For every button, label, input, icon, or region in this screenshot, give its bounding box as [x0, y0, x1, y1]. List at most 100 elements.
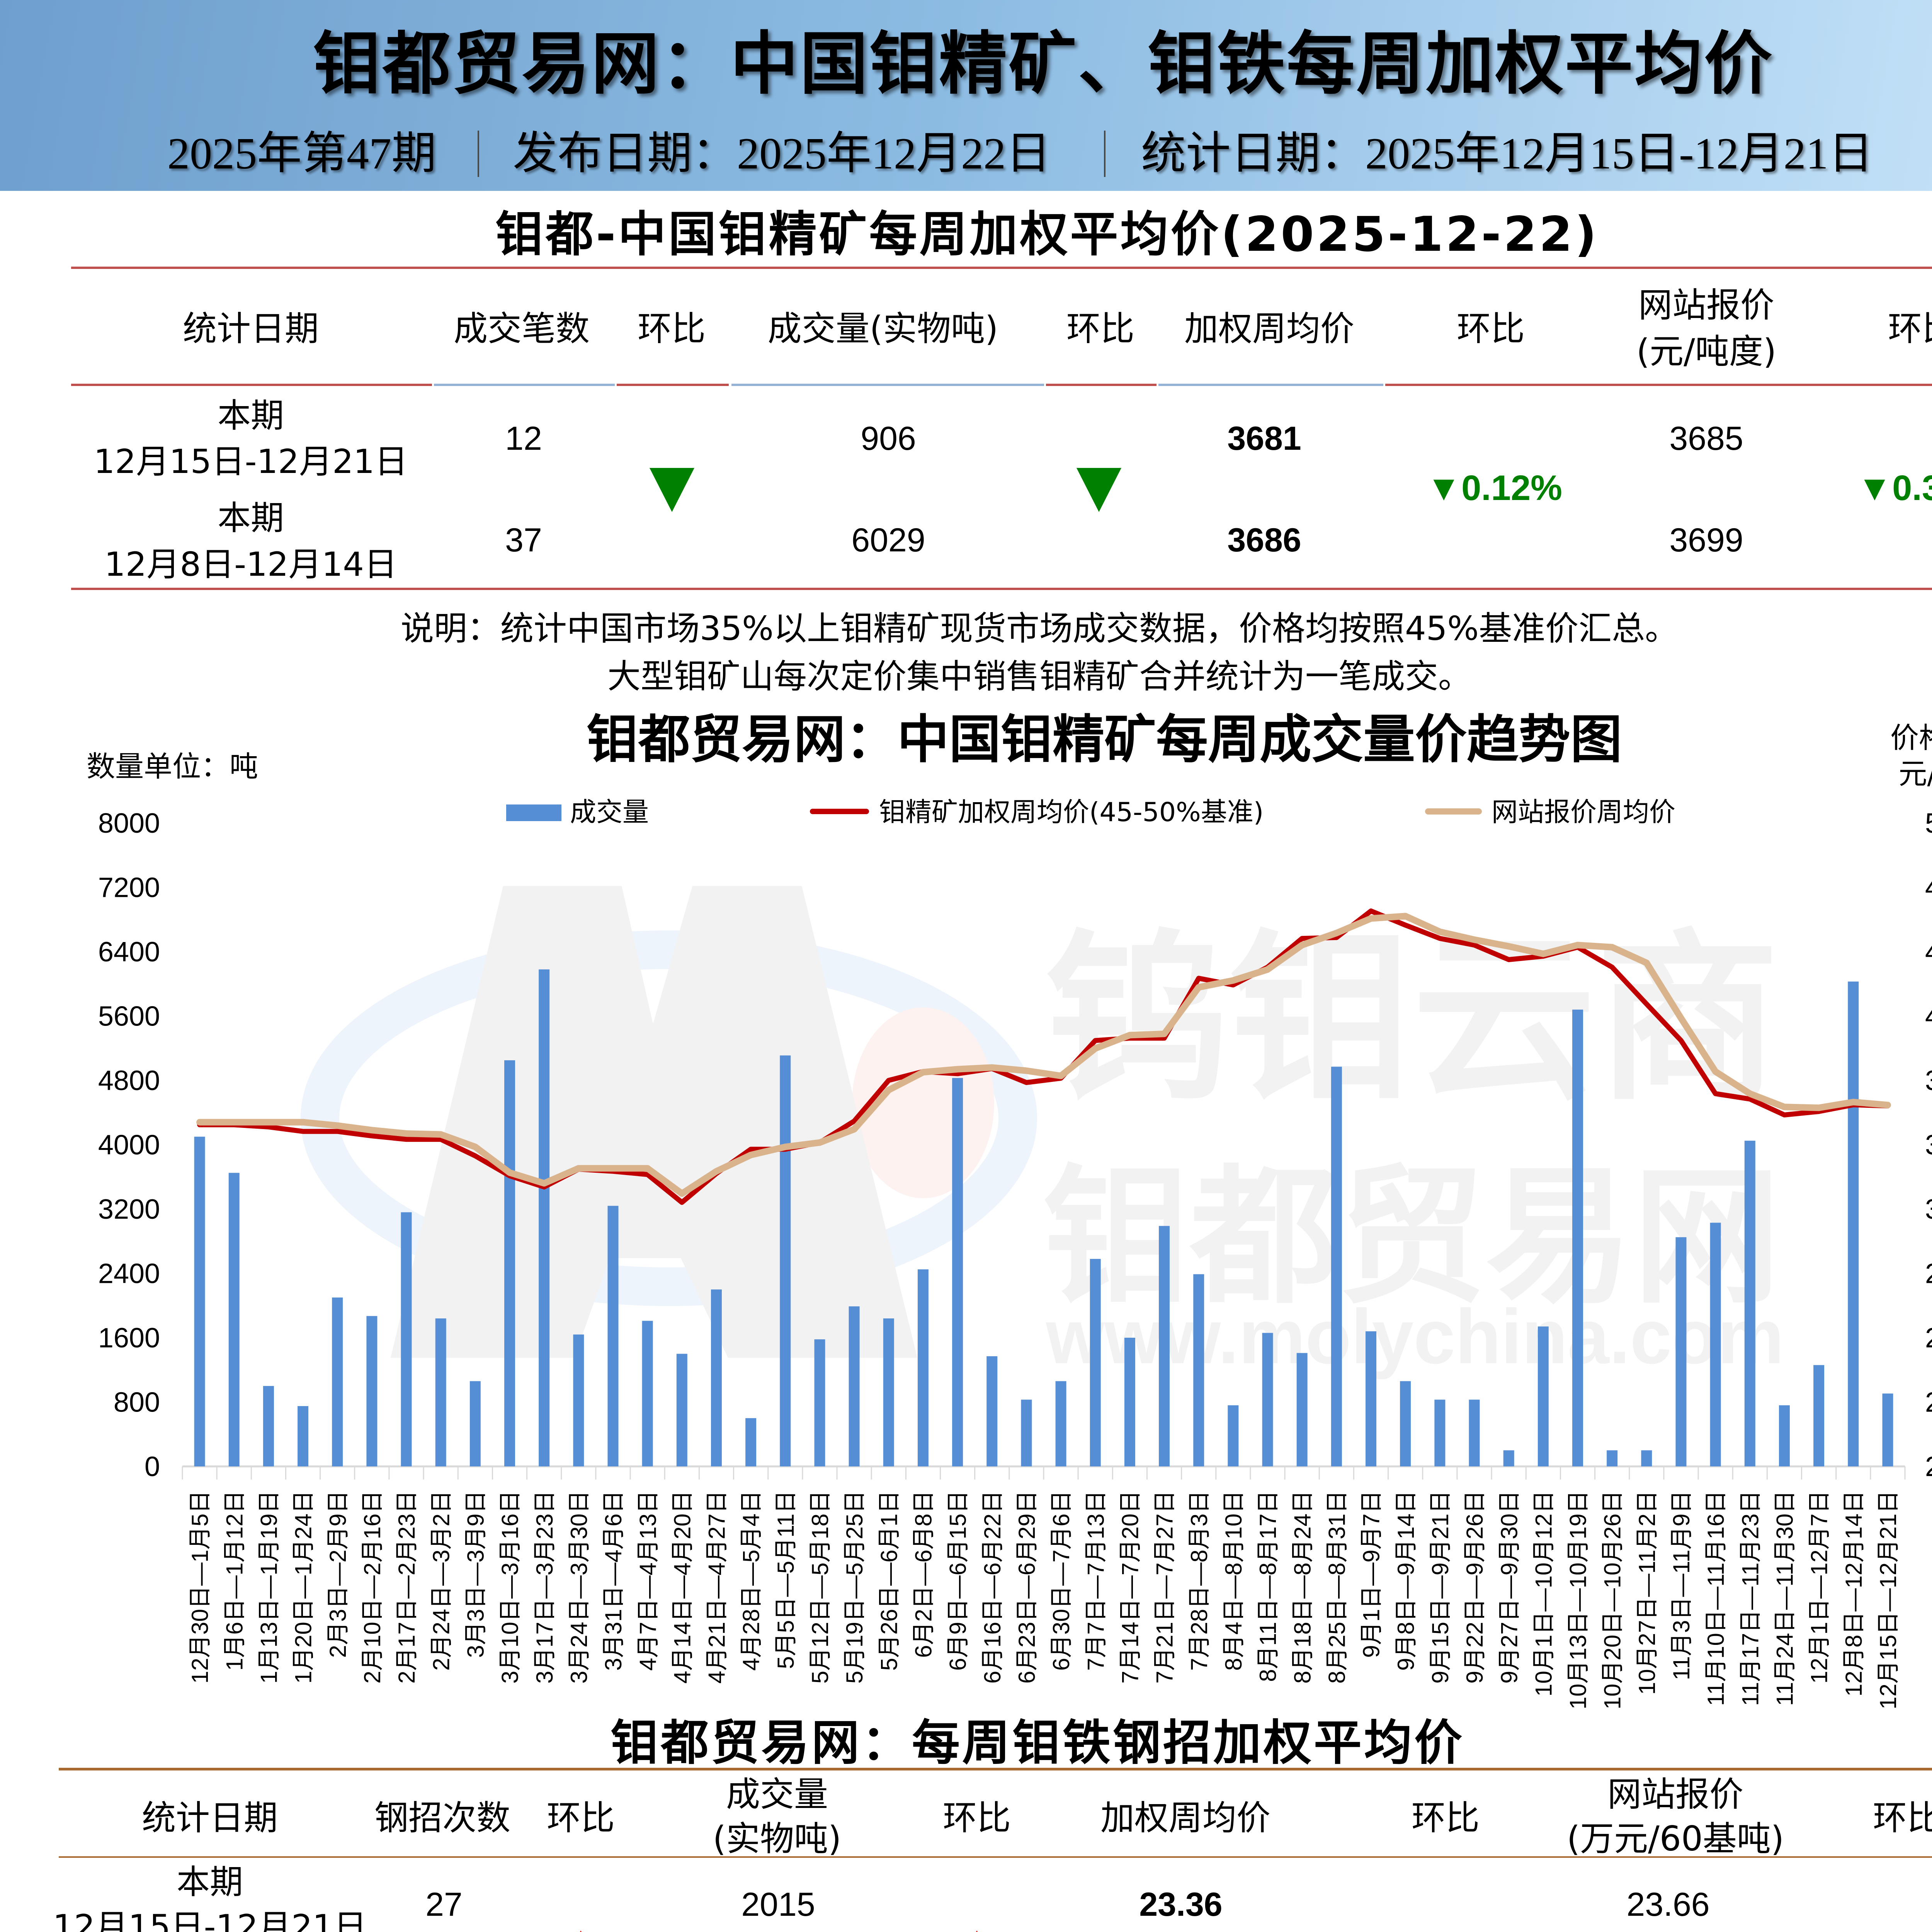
- x-axis-label: 11月10日—11月16日: [1703, 1490, 1729, 1706]
- table2-row1-dates: 12月15日-12月21日: [53, 1908, 367, 1932]
- table2-row1-site-price: 23.66: [1626, 1886, 1710, 1923]
- table2-header-site-price-unit: (万元/60基吨): [1566, 1819, 1784, 1859]
- bar: [1400, 1381, 1411, 1466]
- table1-header-date: 统计日期: [182, 309, 319, 349]
- bar: [1607, 1450, 1618, 1466]
- x-axis-label: 7月21日—7月27日: [1152, 1490, 1178, 1684]
- site-price-change-value: 0.38%: [1892, 468, 1932, 508]
- stat-period: 统计日期：2025年12月15日-12月21日: [1141, 129, 1873, 179]
- left-axis-tick-label: 6400: [98, 937, 160, 968]
- right-axis-tick-label: 5000: [1925, 808, 1932, 839]
- header-separator: [478, 131, 479, 177]
- bar: [607, 1206, 619, 1466]
- left-axis-tick-label: 0: [145, 1451, 160, 1482]
- table1-header-count-change: 环比: [637, 309, 706, 349]
- bar: [1744, 1141, 1755, 1466]
- up-triangle-icon: [958, 1930, 996, 1932]
- x-axis-label: 6月16日—6月22日: [980, 1490, 1005, 1684]
- x-axis-label: 10月20日—10月26日: [1600, 1490, 1626, 1709]
- left-axis-tick-label: 8000: [98, 808, 160, 839]
- x-axis-label: 7月28日—8月3日: [1186, 1490, 1212, 1671]
- bar: [469, 1381, 481, 1466]
- bar: [1641, 1450, 1652, 1466]
- table2-header-site-price-change: 环比: [1872, 1798, 1932, 1838]
- x-axis-label: 6月2日—6月8日: [911, 1490, 937, 1658]
- down-triangle-icon: [1077, 468, 1121, 512]
- table1-header-site-price-unit: (元/吨度): [1636, 332, 1777, 371]
- bar: [1262, 1333, 1273, 1466]
- left-axis-tick-label: 3200: [98, 1194, 160, 1225]
- x-axis-label: 7月14日—7月20日: [1117, 1490, 1143, 1684]
- bar: [1537, 1326, 1549, 1466]
- x-axis-label: 12月15日—12月21日: [1875, 1490, 1901, 1709]
- bar: [1710, 1223, 1721, 1466]
- watermark-arc: [301, 930, 1037, 1306]
- x-axis-label: 12月30日—1月5日: [187, 1490, 213, 1684]
- bar: [1331, 1066, 1342, 1466]
- x-axis-label: 11月24日—11月30日: [1772, 1490, 1798, 1706]
- table2-price-change: ▼0.49%: [1382, 1930, 1518, 1932]
- chart1-left-axis-unit: 数量单位：吨: [87, 750, 258, 783]
- bar: [676, 1354, 687, 1466]
- legend-line-site-price: [1425, 808, 1482, 815]
- x-axis-label: 3月31日—4月6日: [600, 1490, 626, 1671]
- table1-row2-volume: 6029: [851, 522, 925, 559]
- x-axis-label: 5月26日—6月1日: [876, 1490, 902, 1671]
- legend-swatch-volume: [506, 804, 561, 821]
- left-axis-tick-label: 800: [114, 1387, 160, 1418]
- table1-header-divider: [617, 384, 729, 386]
- line-series-2: [196, 913, 1891, 1197]
- table1-header-divider: [434, 384, 615, 386]
- right-axis-tick-label: 4100: [1925, 1001, 1932, 1032]
- bar: [1779, 1405, 1790, 1466]
- bar: [1124, 1338, 1135, 1466]
- table1-header-site-price-change: 环比: [1888, 309, 1932, 349]
- table2-header-count-change: 环比: [546, 1798, 615, 1838]
- down-triangle-icon: [650, 468, 694, 512]
- x-axis-label: 5月19日—5月25日: [842, 1490, 867, 1684]
- bar: [1503, 1450, 1514, 1466]
- bar: [194, 1136, 205, 1466]
- legend-label-volume: 成交量: [570, 797, 649, 828]
- table1-row2-price: 3686: [1227, 522, 1301, 559]
- publish-date: 发布日期：2025年12月22日: [513, 129, 1051, 179]
- table1-header-volume-change: 环比: [1066, 309, 1135, 349]
- table2-header-site-price: 网站报价: [1607, 1774, 1744, 1814]
- x-axis-label: 5月5日—5月11日: [773, 1490, 799, 1669]
- x-axis-label: 8月4日—8月10日: [1221, 1490, 1247, 1671]
- x-axis-label: 3月3日—3月9日: [463, 1490, 488, 1658]
- table1-header-divider: [1158, 384, 1383, 386]
- bar: [1675, 1237, 1687, 1466]
- x-axis-label: 2月3日—2月9日: [325, 1490, 351, 1658]
- bar: [917, 1269, 929, 1466]
- table2-site-price-change: ▼0.46%: [1844, 1930, 1932, 1932]
- bar: [504, 1060, 515, 1466]
- x-axis-label: 9月27日—9月30日: [1496, 1490, 1522, 1684]
- x-axis-label: 6月23日—6月29日: [1014, 1490, 1040, 1684]
- x-axis-label: 1月13日—1月19日: [256, 1490, 282, 1684]
- table1-header-price: 加权周均价: [1184, 309, 1355, 349]
- x-axis-label: 4月14日—4月20日: [669, 1490, 695, 1684]
- down-arrow-icon: ▼: [1382, 1929, 1417, 1932]
- bar: [1296, 1353, 1308, 1466]
- left-axis-tick-label: 4800: [98, 1065, 160, 1096]
- right-axis-tick-label: 4400: [1925, 937, 1932, 968]
- bar: [814, 1339, 825, 1466]
- legend-label-site-price: 网站报价周均价: [1492, 797, 1676, 828]
- x-axis-label: 2月10日—2月16日: [359, 1490, 385, 1684]
- bar: [435, 1318, 446, 1466]
- bar: [952, 1078, 963, 1466]
- table2-row1-period: 本期: [177, 1863, 243, 1901]
- price-change-value: 0.12%: [1461, 468, 1562, 508]
- page-title: 钼都贸易网：中国钼精矿、钼铁每周加权平均价: [313, 24, 1774, 104]
- table2-row1-price: 23.36: [1139, 1886, 1223, 1923]
- table1-row1-count: 12: [505, 420, 542, 457]
- right-axis-tick-label: 3200: [1925, 1194, 1932, 1225]
- x-axis-label: 1月20日—1月24日: [291, 1490, 316, 1684]
- bar: [1193, 1274, 1204, 1466]
- table1-row1-period: 本期: [218, 396, 284, 435]
- x-axis-label: 11月17日—11月23日: [1737, 1490, 1763, 1706]
- bar: [263, 1386, 274, 1466]
- bar: [642, 1321, 653, 1466]
